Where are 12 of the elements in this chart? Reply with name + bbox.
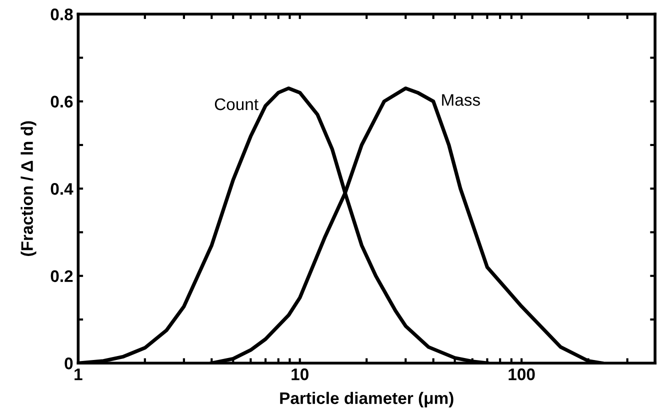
y-tick-label: 0.2	[50, 270, 73, 282]
series-label: Count	[214, 98, 258, 110]
x-axis-title: Particle diameter (μm)	[280, 392, 454, 408]
x-tick-label: 100	[508, 368, 535, 380]
x-tick-label: 1	[74, 368, 82, 380]
y-tick-label: 0.6	[50, 96, 73, 108]
x-tick-label: 10	[292, 368, 308, 380]
y-axis-title: (Fraction / Δ ln d)	[20, 121, 36, 256]
series-label: Mass	[442, 94, 480, 106]
y-tick-label: 0.8	[50, 8, 73, 20]
y-tick-label: 0.4	[50, 183, 74, 195]
y-tick-label: 0	[64, 358, 73, 370]
